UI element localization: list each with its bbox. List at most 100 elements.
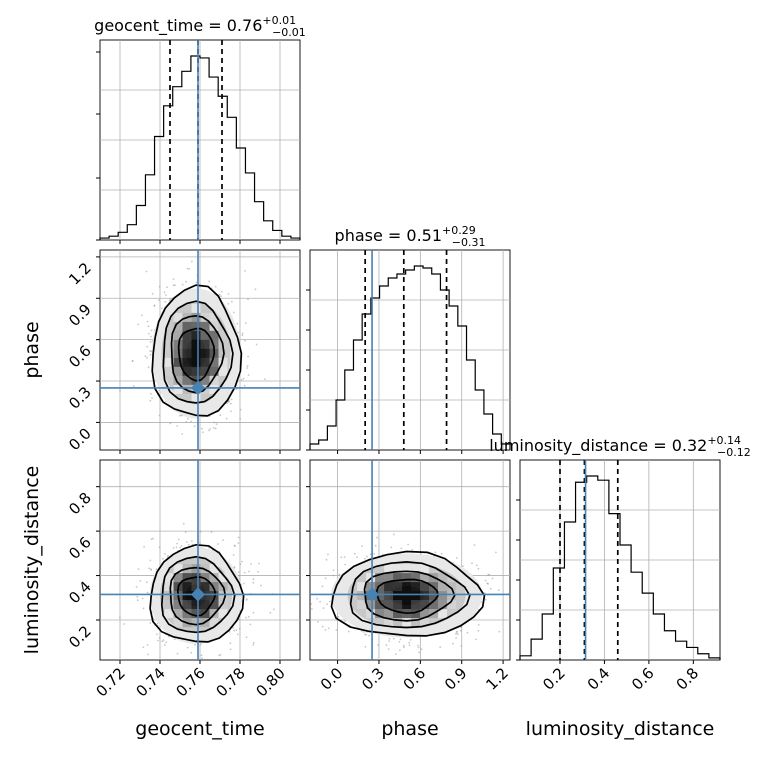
scatter-point-luminosity_distance_vs_phase-455: [540, 596, 542, 598]
scatter-point-phase_vs_geocent_time-502: [166, 286, 168, 289]
hist2d-cell-luminosity_distance_vs_phase--2-2: [384, 609, 394, 619]
hist2d-cell-luminosity_distance_vs_geocent_time-2--2: [209, 573, 219, 583]
hist2d-cell-phase_vs_geocent_time-3-2: [218, 366, 228, 376]
hist2d-cell-luminosity_distance_vs_geocent_time-2--3: [209, 564, 219, 574]
scatter-point-luminosity_distance_vs_phase-285: [327, 553, 329, 556]
scatter-point-luminosity_distance_vs_geocent_time-727: [161, 640, 164, 643]
hist2d-cell-phase_vs_geocent_time-1-3: [200, 375, 210, 385]
hist2d-cell-luminosity_distance_vs_phase-1-2: [411, 609, 421, 619]
scatter-point-phase_vs_geocent_time-591: [149, 353, 152, 356]
scatter-point-phase_vs_geocent_time-359: [149, 350, 152, 352]
scatter-point-luminosity_distance_vs_geocent_time-73: [167, 554, 170, 557]
hist2d-cell-luminosity_distance_vs_geocent_time-3-1: [218, 600, 228, 610]
scatter-point-luminosity_distance_vs_phase-525: [416, 644, 419, 647]
scatter-point-luminosity_distance_vs_geocent_time-121: [207, 547, 210, 549]
hist2d-cell-luminosity_distance_vs_phase--3-0: [375, 591, 385, 601]
scatter-point-phase_vs_geocent_time-554: [169, 298, 172, 301]
scatter-point-luminosity_distance_vs_phase-581: [455, 557, 458, 559]
hist2d-cell-luminosity_distance_vs_phase-1--3: [411, 564, 421, 574]
hist2d-cell-phase_vs_geocent_time--2-2: [173, 366, 183, 376]
scatter-point-luminosity_distance_vs_phase-666: [344, 620, 346, 622]
scatter-point-luminosity_distance_vs_geocent_time-394: [188, 543, 190, 546]
hist2d-cell-luminosity_distance_vs_geocent_time-0--3: [191, 564, 201, 574]
hist2d-cell-luminosity_distance_vs_phase-4--1: [438, 582, 448, 592]
scatter-point-luminosity_distance_vs_geocent_time-810: [252, 578, 255, 581]
hist2d-cell-phase_vs_geocent_time-2-4: [209, 384, 219, 394]
scatter-point-phase_vs_geocent_time-25: [187, 417, 189, 420]
hist2d-cell-phase_vs_geocent_time--2--4: [173, 312, 183, 322]
scatter-point-luminosity_distance_vs_phase-724: [460, 645, 463, 647]
scatter-point-luminosity_distance_vs_phase-299: [311, 608, 313, 610]
hist2d-cell-phase_vs_geocent_time--2-3: [173, 375, 183, 385]
scatter-point-luminosity_distance_vs_geocent_time-109: [241, 560, 243, 563]
hist2d-cell-phase_vs_geocent_time-2-3: [209, 375, 219, 385]
scatter-point-phase_vs_geocent_time-261: [214, 427, 217, 430]
scatter-point-luminosity_distance_vs_geocent_time-341: [139, 580, 142, 582]
contour-luminosity_distance_vs_geocent_time-2: [169, 566, 227, 626]
scatter-point-luminosity_distance_vs_phase-29: [418, 651, 420, 654]
scatter-point-phase_vs_geocent_time-531: [247, 298, 249, 301]
scatter-point-phase_vs_geocent_time-189: [172, 278, 175, 280]
scatter-point-luminosity_distance_vs_phase-530: [475, 564, 478, 567]
hist2d-cell-luminosity_distance_vs_phase-2--3: [420, 564, 430, 574]
scatter-point-phase_vs_geocent_time-221: [230, 300, 233, 303]
scatter-point-luminosity_distance_vs_phase-502: [366, 555, 368, 558]
scatter-point-luminosity_distance_vs_phase-59: [304, 596, 306, 598]
scatter-point-phase_vs_geocent_time-784: [227, 293, 230, 295]
scatter-point-luminosity_distance_vs_geocent_time-786: [162, 557, 164, 560]
scatter-point-luminosity_distance_vs_geocent_time-20: [157, 639, 159, 642]
scatter-point-phase_vs_geocent_time-418: [137, 323, 140, 326]
contour-phase_vs_geocent_time-3: [177, 327, 216, 382]
hist2d-cell-luminosity_distance_vs_geocent_time-2-3: [209, 618, 219, 628]
scatter-point-luminosity_distance_vs_phase-237: [364, 633, 366, 636]
hist2d-cell-phase_vs_geocent_time--1--2: [182, 330, 192, 340]
ytick-label-phase-2: 0.6: [65, 342, 95, 372]
scatter-point-luminosity_distance_vs_phase-709: [409, 639, 412, 641]
scatter-point-luminosity_distance_vs_phase-372: [451, 663, 453, 665]
hist2d-cell-phase_vs_geocent_time-2--4: [209, 312, 219, 322]
hist2d-cell-luminosity_distance_vs_geocent_time-0-2: [191, 609, 201, 619]
scatter-point-luminosity_distance_vs_geocent_time-872: [249, 623, 252, 626]
xtick-label-luminosity_distance-0: 0.2: [539, 664, 569, 694]
hist2d-cell-phase_vs_geocent_time-2--2: [209, 330, 219, 340]
scatter-point-luminosity_distance_vs_geocent_time-150: [172, 547, 175, 549]
scatter-point-luminosity_distance_vs_geocent_time-215: [228, 630, 231, 633]
scatter-point-luminosity_distance_vs_phase-53: [390, 546, 393, 549]
scatter-point-phase_vs_geocent_time-159: [147, 325, 150, 328]
scatter-point-luminosity_distance_vs_geocent_time-659: [165, 670, 167, 672]
hist2d-cell-luminosity_distance_vs_phase-0--1: [402, 582, 412, 592]
hist2d-cell-phase_vs_geocent_time-1--1: [200, 339, 210, 349]
hist2d-cell-luminosity_distance_vs_phase-5--1: [447, 582, 457, 592]
contour-luminosity_distance_vs_geocent_time-0: [149, 543, 245, 643]
scatter-point-luminosity_distance_vs_geocent_time-573: [232, 627, 235, 629]
hist2d-cell-luminosity_distance_vs_phase--3-1: [375, 600, 385, 610]
scatter-point-luminosity_distance_vs_geocent_time-602: [243, 571, 246, 574]
hist2d-cell-luminosity_distance_vs_geocent_time--3--2: [164, 573, 174, 583]
hist2d-cell-phase_vs_geocent_time-3-0: [218, 348, 228, 358]
hist-group-phase: [306, 250, 511, 451]
scatter-point-luminosity_distance_vs_geocent_time-569: [233, 566, 236, 569]
scatter-point-phase_vs_geocent_time-528: [144, 355, 147, 358]
scatter-point-luminosity_distance_vs_phase-740: [326, 603, 328, 605]
hist-group-luminosity_distance: [516, 460, 721, 661]
scatter-point-luminosity_distance_vs_geocent_time-623: [179, 546, 182, 549]
hist2d-cell-phase_vs_geocent_time-0-0: [191, 348, 201, 358]
scatter-point-luminosity_distance_vs_geocent_time-22: [158, 637, 161, 639]
scatter-point-luminosity_distance_vs_geocent_time-839: [210, 531, 213, 533]
hist2d-cell-luminosity_distance_vs_geocent_time--3--1: [164, 582, 174, 592]
hist2d-cell-phase_vs_geocent_time--1-0: [182, 348, 192, 358]
scatter-point-luminosity_distance_vs_phase-273: [388, 637, 391, 640]
scatter-point-luminosity_distance_vs_geocent_time-627: [247, 615, 250, 618]
scatter-point-luminosity_distance_vs_phase-424: [400, 547, 403, 550]
hist2d-cell-luminosity_distance_vs_phase-2--2: [420, 573, 430, 583]
scatter-point-phase_vs_geocent_time-465: [132, 385, 135, 387]
hist2d-cell-luminosity_distance_vs_phase--5--1: [357, 582, 367, 592]
hist-step-phase: [309, 265, 511, 450]
hist2d-cell-luminosity_distance_vs_geocent_time--2--2: [173, 573, 183, 583]
xlabel-geocent-time: geocent_time: [135, 718, 264, 740]
scatter-point-luminosity_distance_vs_geocent_time-792: [186, 646, 189, 649]
scatter-point-luminosity_distance_vs_geocent_time-336: [233, 544, 236, 547]
hist-step-luminosity_distance: [519, 475, 721, 660]
scatter-point-phase_vs_geocent_time-853: [213, 421, 216, 424]
scatter-point-luminosity_distance_vs_geocent_time-420: [162, 639, 165, 641]
